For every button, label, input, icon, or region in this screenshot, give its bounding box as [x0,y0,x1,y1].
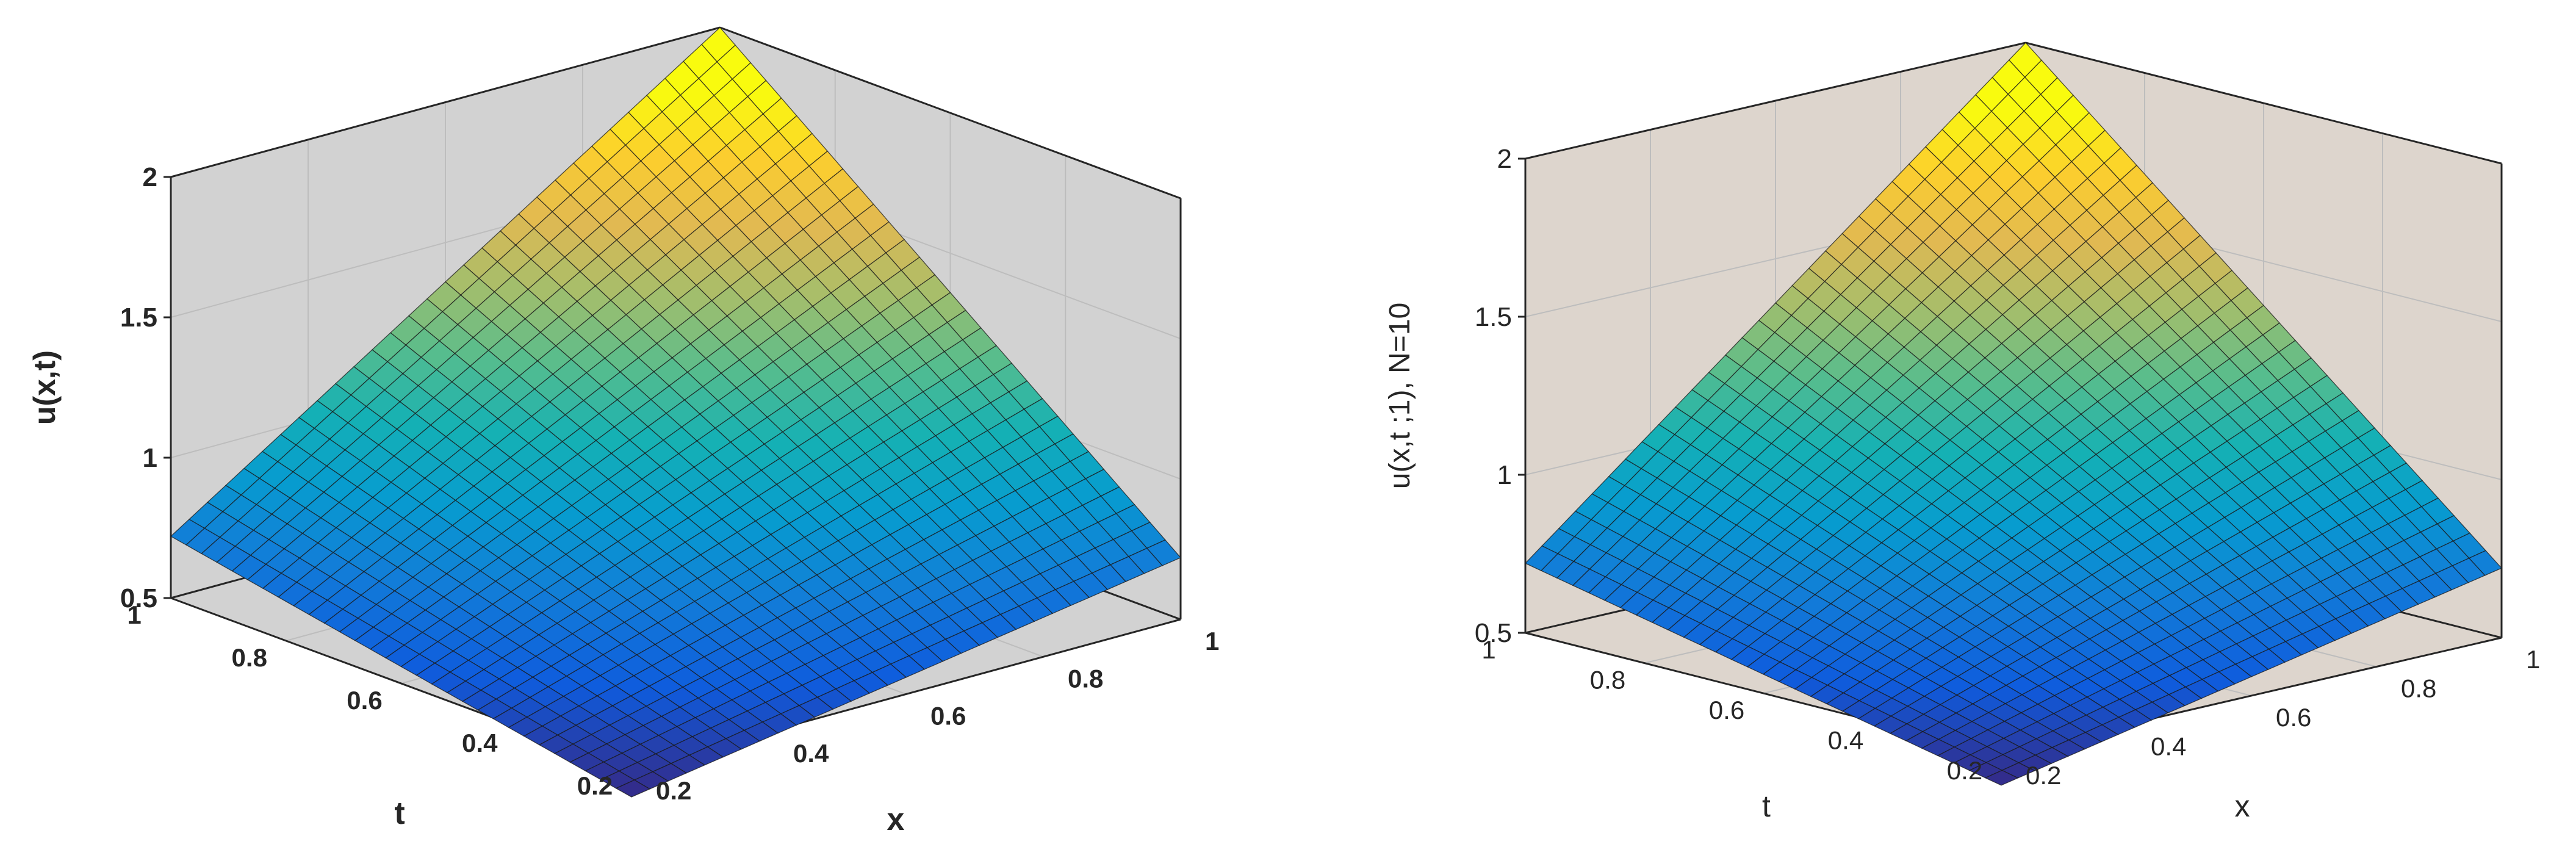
x-tick-label: 0.8 [2401,674,2436,703]
x-tick-label: 1 [2526,645,2540,674]
z-axis-label: u(x,t ;1), N=10 [1384,303,1416,489]
x-tick-label: 0.6 [2276,703,2311,732]
t-tick-label: 0.2 [577,771,613,800]
x-tick-label: 0.4 [2151,732,2186,761]
x-axis-label: x [887,802,905,837]
t-tick-label: 0.8 [1590,666,1625,694]
x-axis-label: x [2235,789,2250,823]
t-tick-label: 0.4 [1828,726,1863,755]
z-axis-label: u(x,t) [27,350,62,425]
z-tick-label: 1.5 [1475,302,1512,332]
x-tick-label: 0.2 [656,776,691,805]
z-tick-label: 2 [1497,144,1512,174]
z-tick-label: 1 [1497,460,1512,490]
t-axis-label: t [1762,789,1771,823]
x-tick-label: 0.8 [1068,664,1103,693]
t-tick-label: 0.6 [347,686,382,715]
z-tick-label: 2 [143,162,157,192]
x-tick-label: 1 [1205,627,1219,655]
x-tick-label: 0.2 [2026,761,2061,790]
t-axis-label: t [394,796,405,831]
t-tick-label: 0.2 [1947,756,1982,785]
t-tick-label: 1 [1481,635,1495,664]
t-tick-label: 0.4 [462,729,498,757]
z-tick-label: 1.5 [120,303,157,333]
t-tick-label: 0.6 [1709,696,1744,724]
z-tick-label: 1 [143,443,157,473]
x-tick-label: 0.6 [930,702,966,730]
t-tick-label: 1 [127,600,141,629]
x-tick-label: 0.4 [793,739,829,768]
t-tick-label: 0.8 [232,643,267,672]
